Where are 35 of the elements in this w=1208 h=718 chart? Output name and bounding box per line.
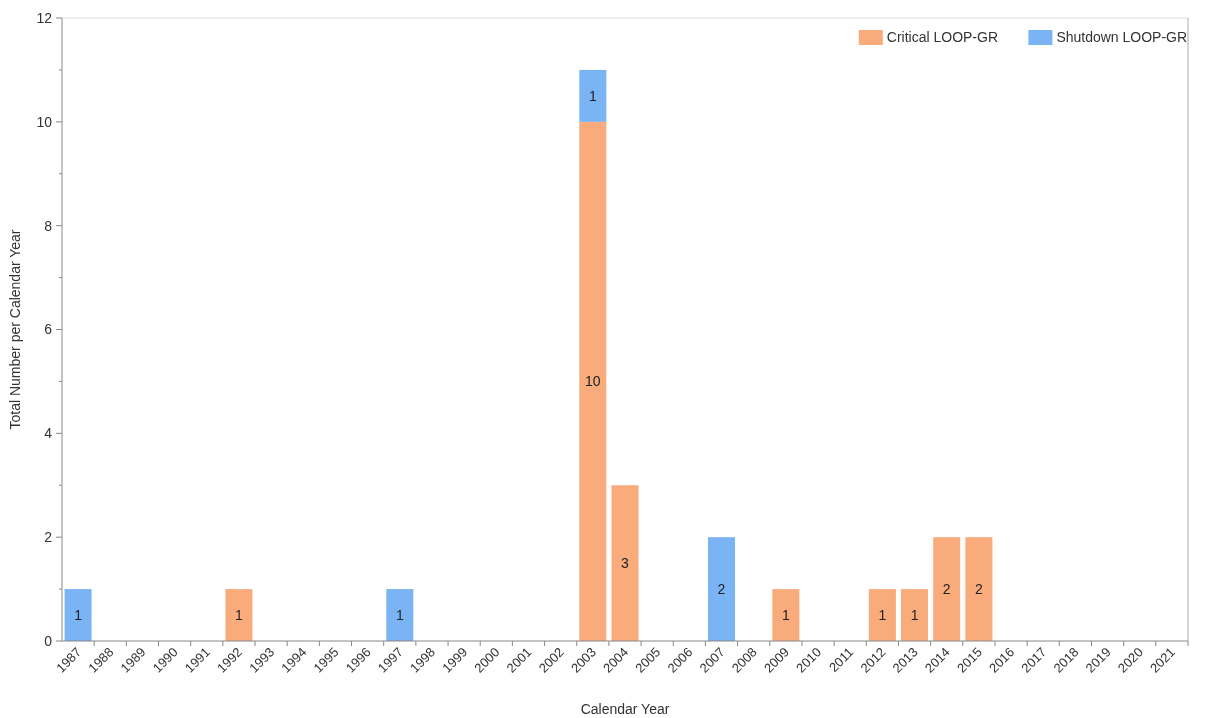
data-label: 1	[588, 87, 597, 104]
data-label: 3	[621, 555, 630, 572]
bar	[965, 537, 993, 641]
bar	[933, 537, 961, 641]
data-label: 2	[974, 580, 983, 597]
bar	[772, 589, 800, 641]
data-label: 1	[910, 606, 919, 623]
y-tick-label: 12	[36, 9, 53, 26]
data-label: 1	[74, 606, 83, 623]
bar	[579, 69, 607, 122]
y-tick-label: 4	[44, 425, 53, 442]
data-label: 1	[395, 606, 404, 623]
bar	[579, 121, 607, 641]
bar	[611, 485, 639, 641]
bar	[901, 589, 929, 641]
data-label: 1	[781, 606, 790, 623]
data-label: 2	[942, 580, 951, 597]
data-label: 10	[585, 373, 601, 390]
data-label: 1	[878, 606, 887, 623]
bar	[64, 589, 92, 641]
y-axis-title: Total Number per Calendar Year	[7, 229, 23, 430]
y-tick-label: 8	[44, 217, 53, 234]
bar	[386, 589, 414, 641]
y-tick-label: 6	[44, 321, 53, 338]
data-label: 1	[235, 606, 244, 623]
bar	[708, 537, 736, 641]
y-tick-label: 0	[44, 632, 53, 649]
bar	[225, 589, 253, 641]
legend-label: Shutdown LOOP-GR	[1056, 29, 1188, 45]
data-label: 2	[717, 580, 726, 597]
legend-label: Critical LOOP-GR	[886, 29, 999, 45]
y-tick-label: 10	[36, 113, 53, 130]
y-tick-label: 2	[44, 529, 53, 546]
x-axis-title: Calendar Year	[580, 701, 670, 717]
bar	[868, 589, 896, 641]
